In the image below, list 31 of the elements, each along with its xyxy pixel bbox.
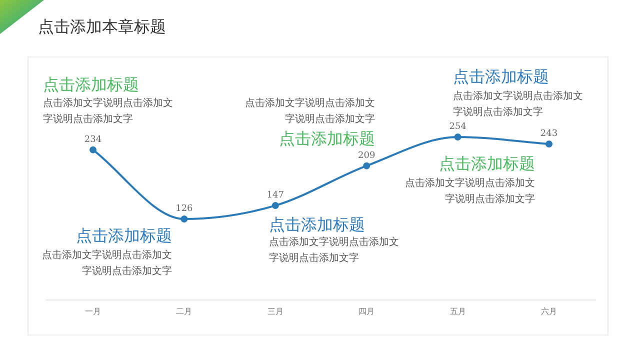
point — [454, 134, 462, 140]
x-tick-label: 四月 — [358, 307, 375, 316]
text: 点击添加标题 — [453, 67, 549, 86]
text: 点击添加标题 — [76, 226, 172, 245]
x-tick-label: 二月 — [176, 307, 192, 316]
text: 点击添加文字说明点击添加文字说明点击添加文字 — [269, 236, 399, 264]
text: 点击添加文字说明点击添加文字说明点击添加文字 — [245, 97, 375, 125]
text: 点击添加文字说明点击添加文字说明点击添加文字 — [453, 90, 583, 118]
data-label: 147 — [266, 190, 284, 201]
point — [546, 140, 552, 148]
annotation: 点击添加标题 — [269, 215, 365, 234]
x-tick-label: 六月 — [541, 307, 557, 316]
point — [272, 202, 279, 210]
data-label: 254 — [449, 122, 467, 132]
annotation: 点击添加文字说明点击添加文字说明点击添加文字 — [405, 177, 535, 205]
text: 点击添加文字说明点击添加文字说明点击添加文字 — [43, 97, 173, 125]
annotation: 点击添加标题 — [279, 129, 375, 148]
text: 点击添加文字说明点击添加文字说明点击添加文字 — [42, 249, 172, 277]
x-tick-label: 五月 — [450, 307, 466, 316]
point — [363, 162, 370, 170]
data-label: 209 — [358, 150, 376, 161]
x-tick-label: 三月 — [267, 307, 284, 316]
chart-title: 点击添加本章标题 — [38, 17, 166, 36]
x-tick-label: 一月 — [85, 307, 101, 316]
text: 点击添加标题 — [43, 75, 139, 94]
data-label: 126 — [176, 204, 194, 214]
point — [180, 216, 188, 222]
data-label: 243 — [540, 129, 558, 140]
point — [90, 146, 96, 154]
data-label: 234 — [84, 134, 102, 145]
annotation: 点击添加标题 — [439, 154, 535, 173]
